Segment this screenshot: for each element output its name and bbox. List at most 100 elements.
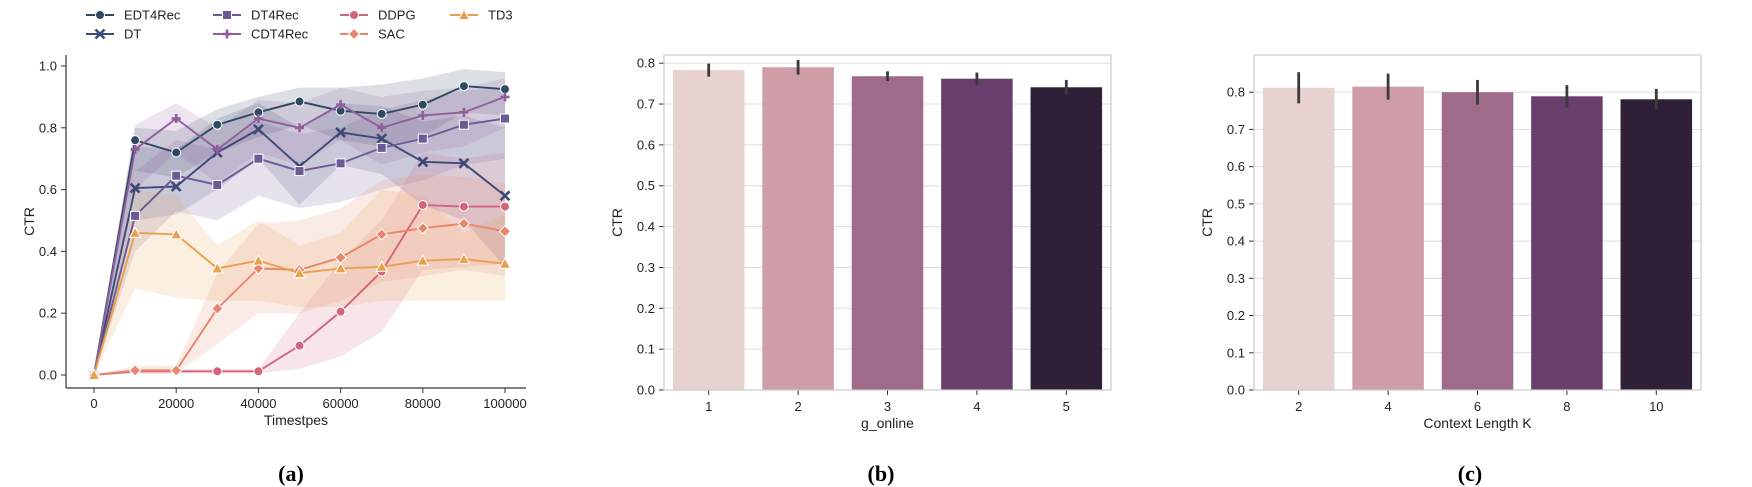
data-point — [171, 170, 182, 181]
data-point — [128, 364, 142, 377]
data-point — [252, 123, 264, 135]
y-tick-label: 0.3 — [637, 260, 655, 275]
data-point — [128, 226, 142, 238]
legend-marker — [95, 10, 105, 20]
data-point — [376, 133, 388, 145]
x-tick-label: 40000 — [240, 396, 276, 411]
x-axis-label: Timestpes — [264, 412, 328, 428]
data-point — [294, 340, 305, 351]
legend-label: CDT4Rec — [251, 27, 309, 42]
legend-label: SAC — [378, 27, 405, 42]
y-tick-label: 0.0 — [637, 383, 655, 398]
data-point — [293, 266, 306, 279]
data-point — [418, 110, 428, 120]
data-point — [212, 179, 223, 190]
y-tick-label: 1.0 — [39, 59, 57, 74]
x-tick-label: 10 — [1649, 399, 1663, 414]
y-tick-label: 0.0 — [39, 368, 57, 383]
panel-label: (b) — [868, 461, 895, 486]
y-axis-label: CTR — [21, 207, 37, 236]
data-point — [417, 99, 428, 110]
y-tick-label: 0.7 — [1227, 122, 1245, 137]
legend-label: TD3 — [488, 8, 513, 23]
panel-label: (a) — [278, 461, 304, 486]
y-tick-label: 0.8 — [637, 56, 655, 71]
data-point — [416, 254, 430, 266]
y-tick-label: 0.3 — [1227, 271, 1245, 286]
data-point — [252, 254, 265, 266]
data-point — [498, 225, 512, 238]
data-point — [171, 114, 181, 124]
data-point — [457, 252, 471, 265]
data-point — [376, 142, 387, 153]
x-tick-label: 2 — [1295, 399, 1302, 414]
confidence-band — [94, 152, 505, 375]
data-point — [417, 200, 428, 211]
plot-frame — [1253, 54, 1702, 391]
y-axis-label: CTR — [1199, 208, 1215, 237]
data-point — [377, 123, 387, 133]
data-point — [498, 257, 512, 269]
data-point — [253, 366, 264, 377]
y-tick-label: 0.2 — [1227, 308, 1245, 323]
x-tick-label: 80000 — [405, 396, 441, 411]
data-point — [335, 158, 346, 169]
data-point — [499, 190, 511, 202]
data-point — [375, 260, 389, 272]
y-tick-label: 0.8 — [1227, 85, 1245, 100]
data-point — [335, 127, 347, 138]
legend-label: DT4Rec — [251, 8, 299, 23]
x-tick-label: 3 — [884, 399, 891, 414]
y-tick-label: 0.7 — [637, 97, 655, 112]
x-tick-label: 100000 — [483, 396, 526, 411]
bar — [1531, 96, 1603, 391]
legend-marker — [349, 10, 359, 20]
legend-marker — [347, 27, 361, 41]
y-tick-label: 0.4 — [637, 219, 655, 234]
bar — [851, 76, 924, 391]
y-axis-label: CTR — [609, 208, 625, 237]
y-tick-label: 0.2 — [39, 306, 57, 321]
data-point — [253, 114, 263, 124]
series-line-group — [87, 226, 512, 380]
data-point — [295, 123, 304, 133]
data-point — [500, 84, 510, 95]
data-point — [129, 182, 141, 194]
y-tick-label: 0.6 — [1227, 159, 1245, 174]
data-point — [212, 366, 223, 377]
y-tick-label: 0.1 — [637, 342, 655, 357]
legend-entry: CDT4Rec — [213, 27, 309, 42]
x-tick-label: 6 — [1474, 399, 1481, 414]
series-line-group — [89, 81, 510, 380]
x-tick-label: 4 — [1384, 399, 1391, 414]
data-point — [169, 227, 183, 240]
data-point — [458, 119, 469, 130]
data-point — [130, 135, 141, 146]
legend-entry: DT — [86, 27, 141, 42]
x-tick-label: 5 — [1063, 399, 1070, 414]
legend-entry: DT4Rec — [213, 8, 299, 23]
x-axis-label: g_online — [861, 415, 914, 431]
y-tick-label: 0.2 — [637, 301, 655, 316]
legend-marker — [222, 10, 232, 20]
bar — [1620, 99, 1693, 391]
data-point — [500, 201, 510, 212]
data-point — [211, 302, 224, 315]
confidence-band — [94, 69, 505, 375]
legend-entry: SAC — [340, 27, 405, 42]
confidence-band — [94, 103, 505, 375]
panel-a-line-chart: 0.0 0.2 0.4 0.6 0.8 1.0 0 20000 40000 60000 80000 1… — [21, 8, 527, 487]
data-point — [294, 166, 305, 177]
y-tick-label: 0.4 — [39, 244, 57, 259]
bar — [1352, 86, 1424, 390]
y-tick-label: 0.4 — [1227, 234, 1245, 249]
legend-entry: EDT4Rec — [86, 8, 181, 23]
data-point — [130, 210, 141, 221]
data-point — [458, 201, 469, 212]
data-point — [212, 144, 222, 154]
data-point — [210, 261, 224, 274]
x-tick-label: 1 — [705, 399, 712, 414]
x-tick-label: 20000 — [158, 396, 194, 411]
y-tick-label: 0.6 — [637, 137, 655, 152]
data-point — [294, 96, 305, 107]
